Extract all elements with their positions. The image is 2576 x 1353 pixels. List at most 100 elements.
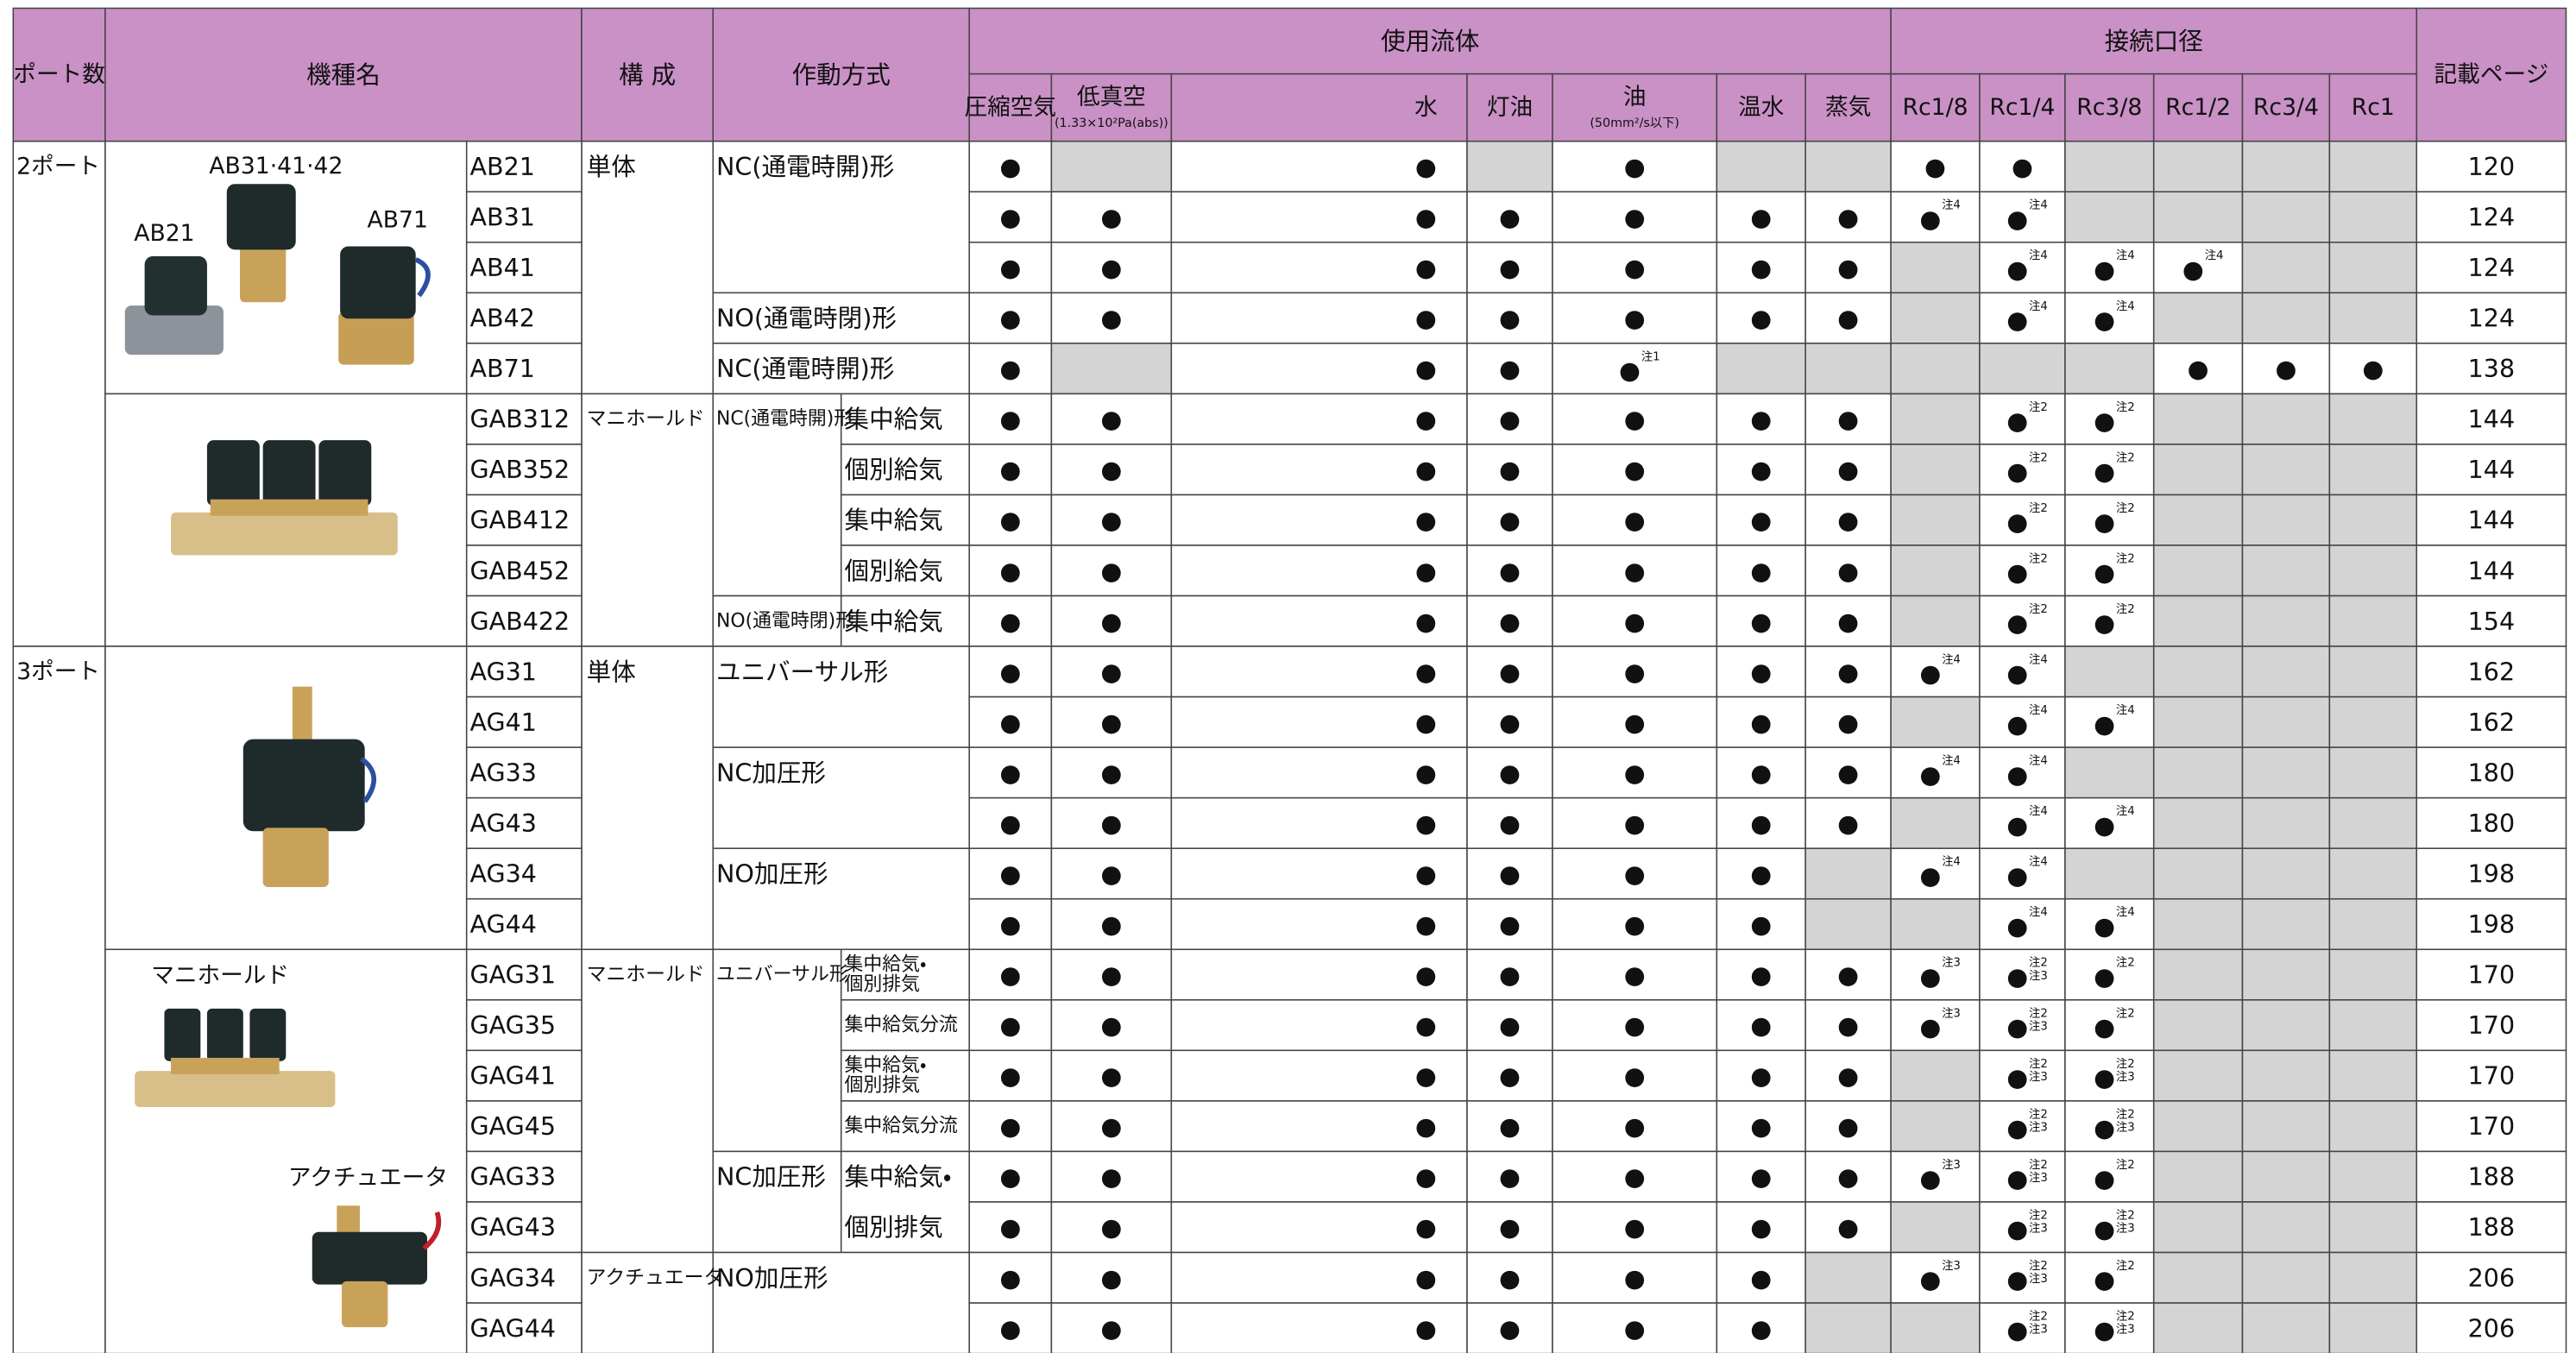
dot: ● <box>1750 253 1772 282</box>
dot: ● <box>1100 253 1122 282</box>
fluid-cell <box>1170 796 1468 849</box>
note: 注4 <box>2029 905 2048 919</box>
dot: ● <box>1619 356 1641 385</box>
dot: ● <box>1499 405 1521 434</box>
dot: ● <box>1499 1010 1521 1040</box>
image-label: AB71 <box>368 207 428 234</box>
port-size-cell <box>1890 796 1981 849</box>
fluid-cell <box>1552 645 1718 698</box>
port-size-cell <box>2328 140 2418 193</box>
dot: ● <box>2006 1315 2028 1344</box>
config-cell <box>581 948 714 1254</box>
note: 注2 <box>2116 1259 2135 1273</box>
port-size-cell <box>2241 1049 2331 1102</box>
dot: ● <box>1750 1212 1772 1242</box>
port-size-cell <box>2328 746 2418 799</box>
note: 注3 <box>2116 1222 2135 1236</box>
port-size-cell <box>2152 1100 2244 1153</box>
note: 注2 <box>2029 1208 2048 1222</box>
fluid-name: 蒸気 <box>1825 94 1871 121</box>
fluid-cell <box>1804 544 1892 597</box>
operation-cell <box>712 393 842 597</box>
operation: 集中給気・ <box>845 1162 952 1192</box>
model-cell <box>465 393 583 445</box>
page-cell <box>2415 1302 2567 1353</box>
dot: ● <box>1750 405 1772 434</box>
port-count: 3ポート <box>16 658 100 685</box>
valve-body <box>239 242 287 303</box>
fluid-cell <box>1552 796 1718 849</box>
port-size-cell <box>2241 948 2331 1001</box>
fluid-cell <box>1466 999 1553 1052</box>
operation: 集中給気 <box>845 607 943 636</box>
note: 注4 <box>1942 653 1961 667</box>
model: AB31 <box>470 203 535 232</box>
dot: ● <box>1415 859 1437 888</box>
port-size-cell <box>2152 948 2244 1001</box>
dot: ● <box>2094 961 2115 991</box>
model: GAB352 <box>470 455 570 484</box>
model: GAG31 <box>470 960 557 990</box>
port-size-cell <box>1979 1150 2066 1203</box>
fluid-cell <box>968 746 1053 799</box>
dot: ● <box>1750 657 1772 686</box>
fluid-cell <box>1552 191 1718 243</box>
port-size-name: Rc1/4 <box>1989 94 2055 121</box>
fluid-cell <box>1466 1049 1553 1102</box>
dot: ● <box>1100 506 1122 535</box>
port-size-cell <box>2328 897 2418 951</box>
port-size-cell <box>2241 897 2331 951</box>
dot: ● <box>1499 859 1521 888</box>
dot: ● <box>1624 708 1646 737</box>
port-size-cell <box>1890 292 1981 344</box>
port-size-cell <box>2152 847 2244 900</box>
fluid-cell <box>1716 897 1806 951</box>
dot: ● <box>2094 1012 2115 1041</box>
dot: ● <box>2094 810 2115 840</box>
dot: ● <box>999 455 1021 484</box>
dot: ● <box>1499 1061 1521 1091</box>
valve-coil <box>164 1008 201 1061</box>
fluid-cell <box>1466 494 1553 546</box>
port-size-cell <box>2152 695 2244 748</box>
dot: ● <box>2006 911 2028 941</box>
dot: ● <box>1100 405 1122 434</box>
fluid-cell <box>1804 292 1892 344</box>
page-cell <box>2415 645 2567 698</box>
port-size-cell <box>2152 1150 2244 1203</box>
dot: ● <box>1837 1010 1859 1040</box>
header-port: ポート数 <box>13 61 105 88</box>
model-cell <box>465 948 583 1001</box>
dot: ● <box>1624 1111 1646 1141</box>
port-size-cell <box>1890 847 1981 900</box>
note: 注3 <box>2029 1222 2048 1236</box>
dot: ● <box>1100 304 1122 333</box>
fluid-cell <box>1170 1100 1468 1153</box>
port-size-cell <box>1979 595 2066 647</box>
header-page: 記載ページ <box>2434 61 2549 88</box>
port-size-cell <box>2152 1251 2244 1304</box>
note: 注2 <box>2029 501 2048 515</box>
fluid-cell <box>1050 1302 1173 1353</box>
fluid-cell <box>1804 897 1892 951</box>
dot: ● <box>2006 709 2028 739</box>
valve-coil <box>226 184 296 250</box>
note: 注4 <box>2116 905 2135 919</box>
port-size-cell <box>1979 796 2066 849</box>
fluid-cell <box>1170 746 1468 799</box>
operation-cell <box>840 595 970 647</box>
operation: NC(通電時開)形 <box>716 152 894 181</box>
model-cell <box>465 191 583 243</box>
dot: ● <box>1100 909 1122 939</box>
port-size-cell <box>1890 1302 1981 1353</box>
dot: ● <box>2094 255 2115 284</box>
header-port-size: 接続口径 <box>2105 27 2203 56</box>
model: AG44 <box>470 909 537 939</box>
fluid-cell <box>1170 544 1468 597</box>
fluid-cell <box>1466 695 1553 748</box>
operation: 集中給気・ <box>845 954 927 976</box>
dot: ● <box>2094 911 2115 941</box>
fluid-cell <box>968 695 1053 748</box>
note: 注3 <box>1942 956 1961 970</box>
valve-coil <box>206 440 260 507</box>
